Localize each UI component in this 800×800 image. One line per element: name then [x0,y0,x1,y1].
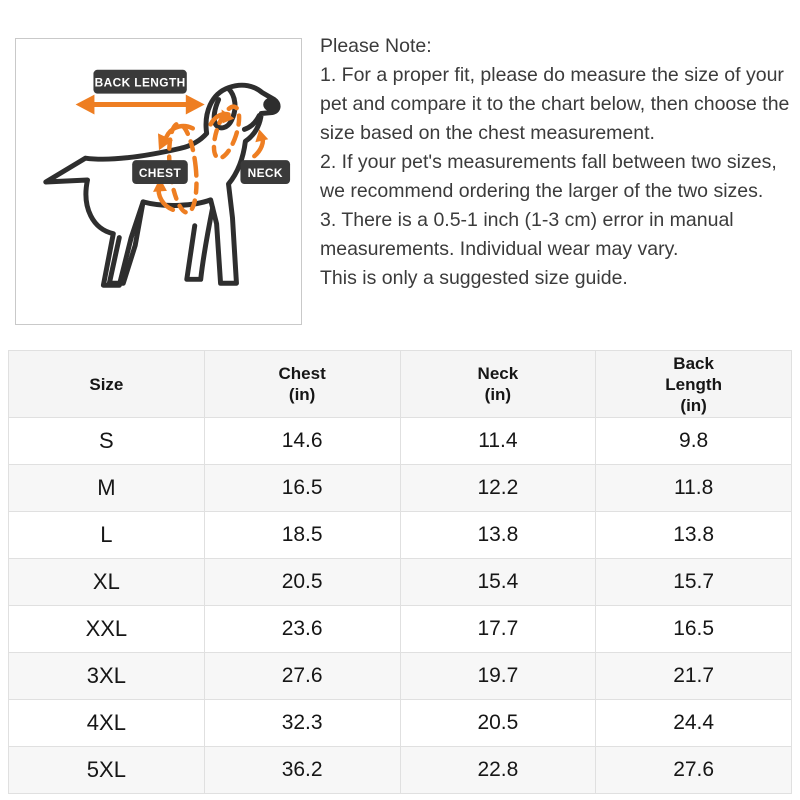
cell-neck: 19.7 [399,652,597,700]
cell-back-length: 27.6 [595,746,792,794]
cell-back-length: 21.7 [595,652,792,700]
cell-size: 4XL [8,699,205,747]
chest-girth-icon [153,121,199,215]
cell-back-length: 11.8 [595,464,792,512]
cell-neck: 17.7 [399,605,597,653]
note-item-1: 1. For a proper fit, please do measure t… [320,64,790,144]
cell-chest: 14.6 [203,417,401,465]
dog-outline-icon [43,82,281,288]
table-header-row: Size Chest (in) Neck (in) Back Length (i… [8,350,792,418]
cell-chest: 18.5 [203,511,401,559]
neck-label: NECK [240,160,291,184]
cell-chest: 23.6 [203,605,401,653]
cell-neck: 22.8 [399,746,597,794]
cell-chest: 16.5 [203,464,401,512]
table-row: XXL 23.6 17.7 16.5 [8,605,792,653]
table-row: 3XL 27.6 19.7 21.7 [8,652,792,700]
cell-size: XXL [8,605,205,653]
cell-back-length: 16.5 [595,605,792,653]
cell-neck: 20.5 [399,699,597,747]
cell-size: L [8,511,205,559]
cell-neck: 12.2 [399,464,597,512]
dog-illustration: BACK LENGTH CHEST NECK [43,69,291,288]
dog-measurement-diagram: BACK LENGTH CHEST NECK [15,38,302,325]
cell-back-length: 24.4 [595,699,792,747]
notes-section: Please Note: 1. For a proper fit, please… [320,32,800,293]
cell-chest: 32.3 [203,699,401,747]
back-length-arrow-icon [75,94,205,115]
cell-back-length: 13.8 [595,511,792,559]
cell-back-length: 9.8 [595,417,792,465]
table-row: 5XL 36.2 22.8 27.6 [8,746,792,794]
cell-chest: 36.2 [203,746,401,794]
col-header-size: Size [8,350,205,418]
neck-girth-icon [208,104,269,161]
col-header-chest: Chest (in) [203,350,401,418]
back-length-label-text: BACK LENGTH [95,76,186,90]
neck-label-text: NECK [248,166,283,180]
col-header-back-length: Back Length (in) [595,350,792,418]
cell-back-length: 15.7 [595,558,792,606]
cell-size: 5XL [8,746,205,794]
cell-neck: 11.4 [399,417,597,465]
notes-footer: This is only a suggested size guide. [320,267,628,289]
table-row: S 14.6 11.4 9.8 [8,417,792,465]
table-row: L 18.5 13.8 13.8 [8,511,792,559]
note-item-3: 3. There is a 0.5-1 inch (1-3 cm) error … [320,209,734,260]
cell-neck: 13.8 [399,511,597,559]
cell-size: S [8,417,205,465]
table-row: 4XL 32.3 20.5 24.4 [8,699,792,747]
size-table: Size Chest (in) Neck (in) Back Length (i… [8,350,792,794]
table-row: XL 20.5 15.4 15.7 [8,558,792,606]
cell-size: XL [8,558,205,606]
back-length-label: BACK LENGTH [93,69,187,94]
table-row: M 16.5 12.2 11.8 [8,464,792,512]
cell-size: 3XL [8,652,205,700]
col-header-neck: Neck (in) [399,350,597,418]
chest-label-text: CHEST [139,166,182,180]
note-item-2: 2. If your pet's measurements fall betwe… [320,151,777,202]
cell-neck: 15.4 [399,558,597,606]
chest-label: CHEST [132,160,188,184]
cell-size: M [8,464,205,512]
cell-chest: 27.6 [203,652,401,700]
dog-nose [263,97,280,112]
cell-chest: 20.5 [203,558,401,606]
notes-title: Please Note: [320,35,432,57]
